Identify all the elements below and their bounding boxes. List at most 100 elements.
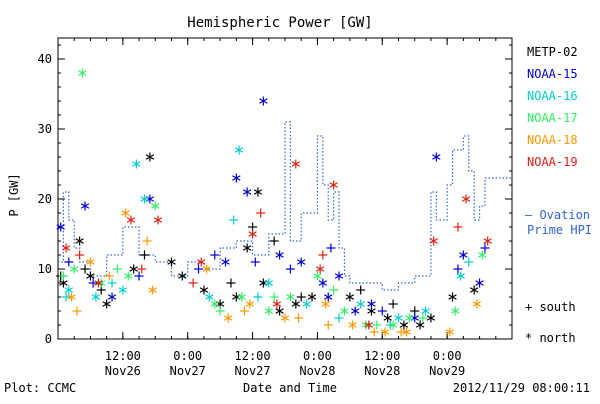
star-stroke xyxy=(367,301,376,307)
data-point-north-noaa-17 xyxy=(264,306,273,316)
x-axis-label: Date and Time xyxy=(243,381,337,395)
star-stroke xyxy=(129,266,138,272)
star-stroke xyxy=(145,154,155,160)
x-tick-label-time: 12:00 xyxy=(235,349,271,363)
data-point-south-noaa-15 xyxy=(194,264,204,274)
star-stroke xyxy=(245,301,255,307)
legend-ovation-line1: — Ovation xyxy=(525,208,590,222)
star-stroke xyxy=(275,308,284,314)
data-point-north-noaa-19 xyxy=(61,243,71,253)
data-point-north-noaa-19 xyxy=(461,194,471,204)
data-point-south-noaa-16 xyxy=(253,292,263,302)
data-point-south-noaa-15 xyxy=(326,243,336,253)
star-stroke xyxy=(94,280,103,286)
star-stroke xyxy=(272,301,282,307)
data-point-south-noaa-16 xyxy=(107,278,117,288)
data-point-north-noaa-16 xyxy=(205,292,214,302)
data-point-north-metp-02 xyxy=(399,320,409,330)
data-point-north-noaa-15 xyxy=(367,299,376,309)
data-point-north-metp-02 xyxy=(448,292,457,302)
star-stroke xyxy=(421,308,430,314)
star-stroke xyxy=(324,294,333,300)
y-axis-label: P [GW] xyxy=(7,173,21,216)
data-point-north-noaa-18 xyxy=(86,257,95,267)
data-point-north-noaa-15 xyxy=(351,306,360,316)
data-point-north-metp-02 xyxy=(199,285,209,295)
data-point-south-metp-02 xyxy=(269,236,279,246)
data-point-north-noaa-17 xyxy=(70,264,79,274)
star-stroke xyxy=(197,259,206,265)
star-stroke xyxy=(348,322,357,328)
legend-north-marker: * north xyxy=(525,331,576,345)
data-point-north-noaa-18 xyxy=(245,299,255,309)
data-point-north-noaa-16 xyxy=(91,292,101,302)
star-stroke xyxy=(405,315,414,321)
data-point-north-noaa-17 xyxy=(478,250,487,260)
star-stroke xyxy=(167,259,176,265)
data-point-south-noaa-16 xyxy=(61,292,71,302)
data-point-north-noaa-18 xyxy=(472,299,482,309)
data-point-north-noaa-15 xyxy=(232,173,241,183)
star-stroke xyxy=(445,329,455,335)
data-point-north-metp-02 xyxy=(415,320,425,330)
star-stroke xyxy=(461,196,471,202)
star-stroke xyxy=(399,322,409,328)
data-point-north-noaa-17 xyxy=(388,320,398,330)
data-point-north-noaa-15 xyxy=(145,194,155,204)
y-tick-label: 40 xyxy=(38,52,52,66)
data-point-south-noaa-15 xyxy=(134,271,144,281)
data-point-north-noaa-19 xyxy=(483,236,492,246)
data-point-north-noaa-19 xyxy=(153,215,163,225)
data-point-south-noaa-17 xyxy=(215,306,225,316)
star-stroke xyxy=(286,294,295,300)
star-stroke xyxy=(221,259,230,265)
star-stroke xyxy=(472,301,482,307)
star-stroke xyxy=(75,238,84,244)
star-stroke xyxy=(61,245,71,251)
star-stroke xyxy=(153,217,163,223)
star-stroke xyxy=(478,252,487,258)
data-point-north-metp-02 xyxy=(86,271,95,281)
data-point-north-metp-02 xyxy=(129,264,138,274)
data-point-south-noaa-18 xyxy=(72,306,82,316)
x-tick-label-date: Nov27 xyxy=(170,364,206,378)
star-stroke xyxy=(351,308,360,314)
data-point-north-noaa-16 xyxy=(421,306,430,316)
y-tick-label: 20 xyxy=(38,192,52,206)
data-point-north-metp-02 xyxy=(275,306,284,316)
data-point-south-noaa-19 xyxy=(256,208,266,218)
data-point-south-noaa-17 xyxy=(372,320,382,330)
data-point-north-metp-02 xyxy=(253,187,263,197)
data-point-north-metp-02 xyxy=(307,292,317,302)
ovation-line-group xyxy=(58,121,512,291)
star-stroke xyxy=(291,161,301,167)
x-tick-label-time: 12:00 xyxy=(364,349,400,363)
data-point-north-noaa-16 xyxy=(132,159,141,169)
star-stroke xyxy=(329,182,338,188)
star-stroke xyxy=(202,266,211,272)
data-point-north-noaa-16 xyxy=(64,285,74,295)
data-point-south-noaa-15 xyxy=(285,264,295,274)
data-point-north-noaa-18 xyxy=(348,320,357,330)
star-stroke xyxy=(121,210,130,216)
data-point-north-metp-02 xyxy=(167,257,176,267)
star-stroke xyxy=(451,308,460,314)
data-point-north-noaa-18 xyxy=(321,299,330,309)
star-stroke xyxy=(56,224,65,230)
star-stroke xyxy=(291,301,301,307)
data-point-south-noaa-18 xyxy=(369,327,379,337)
chart-title: Hemispheric Power [GW] xyxy=(187,15,372,31)
x-tick-label-date: Nov27 xyxy=(235,364,271,378)
star-stroke xyxy=(102,301,111,307)
data-point-south-noaa-16 xyxy=(464,257,474,267)
star-stroke xyxy=(132,161,141,167)
legend: METP-02 NOAA-15 NOAA-16 NOAA-17 NOAA-18 … xyxy=(525,45,592,345)
data-point-north-noaa-15 xyxy=(318,278,328,288)
legend-item-metp-02: METP-02 xyxy=(527,45,578,59)
star-stroke xyxy=(70,266,79,272)
star-stroke xyxy=(426,315,436,321)
data-point-south-noaa-15 xyxy=(64,257,74,267)
data-point-north-noaa-17 xyxy=(451,306,460,316)
data-point-north-noaa-19 xyxy=(272,299,282,309)
